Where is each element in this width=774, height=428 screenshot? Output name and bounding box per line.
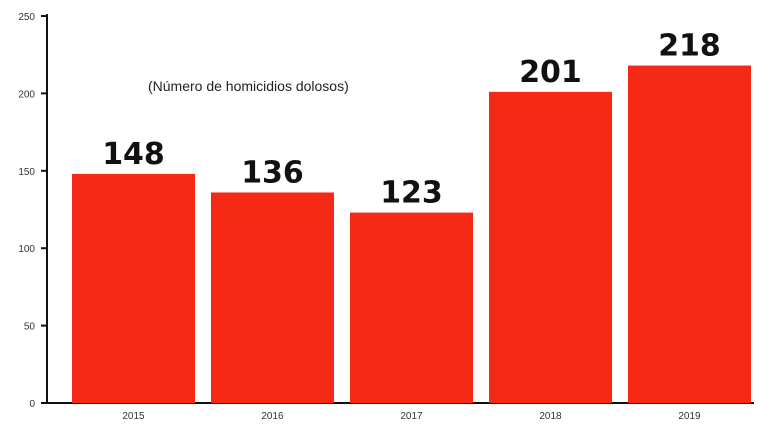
y-tick-label: 50	[24, 322, 36, 333]
bars	[72, 65, 751, 404]
x-tick-label: 2017	[400, 411, 423, 422]
value-labels: 148 136 123 201 218	[102, 29, 721, 211]
x-tick-label: 2015	[122, 411, 145, 422]
y-tick-label: 0	[29, 399, 35, 410]
value-label-2019: 218	[658, 29, 721, 64]
value-label-2018: 201	[519, 55, 582, 90]
value-label-2017: 123	[380, 176, 443, 211]
chart-annotation: (Número de homicidios dolosos)	[148, 78, 349, 94]
y-tick-label: 200	[18, 89, 35, 100]
bar-2018	[489, 91, 612, 404]
y-tick-label: 150	[18, 167, 35, 178]
x-axis-ticks: 2015 2016 2017 2018 2019	[122, 411, 701, 422]
value-label-2015: 148	[102, 137, 165, 172]
x-tick-label: 2016	[261, 411, 284, 422]
y-axis-ticks: 0 50 100 150 200 250	[18, 12, 47, 410]
bar-2019	[628, 65, 751, 403]
bar-2017	[350, 212, 473, 403]
value-label-2016: 136	[241, 155, 304, 190]
bar-2015	[72, 173, 195, 403]
y-tick-label: 250	[18, 12, 35, 23]
x-tick-label: 2019	[678, 411, 701, 422]
x-tick-label: 2018	[539, 411, 562, 422]
bar-2016	[211, 192, 334, 403]
y-tick-label: 100	[18, 244, 35, 255]
